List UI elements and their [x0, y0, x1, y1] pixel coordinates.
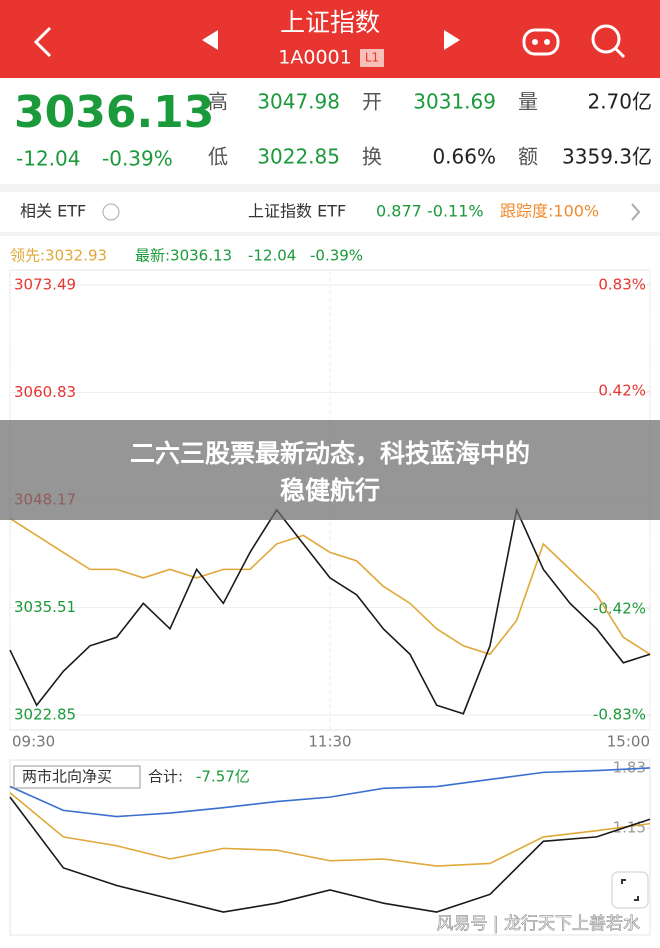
prev-button[interactable]	[202, 30, 218, 50]
price-line	[9, 507, 651, 715]
search-icon[interactable]	[591, 24, 626, 59]
help-icon[interactable]	[102, 203, 120, 221]
field-value: 3047.98	[257, 90, 340, 114]
field-value: 2.70亿	[587, 90, 652, 114]
y-tick-label: 3073.49	[14, 276, 76, 294]
banner	[0, 420, 660, 520]
flow-total: -7.57亿	[196, 768, 250, 786]
change: -12.04	[16, 147, 80, 171]
y2-tick-label: 0.42%	[598, 382, 646, 400]
flow-line	[9, 792, 651, 867]
y2-tick-label: -0.83%	[593, 706, 646, 724]
back-button[interactable]	[33, 26, 52, 58]
field-label: 高	[208, 90, 228, 114]
legend-change: -12.04	[248, 247, 296, 265]
banner-line: 稳健航行	[280, 476, 380, 505]
field-label: 额	[518, 145, 538, 169]
etf-tracking: 跟踪度:100%	[500, 202, 599, 221]
x-tick-label: 11:30	[308, 733, 351, 751]
field-label: 低	[208, 145, 228, 169]
divider	[0, 184, 660, 192]
flow-total-label: 合计:	[148, 768, 183, 786]
expand-icon	[621, 879, 639, 901]
price: 3036.13	[14, 87, 214, 138]
y-tick-label: 3022.85	[14, 706, 76, 724]
x-tick-label: 15:00	[607, 733, 650, 751]
robot-icon[interactable]	[522, 28, 560, 56]
field-value: 3022.85	[257, 145, 340, 169]
y-tick-label: 1.83	[613, 758, 646, 776]
banner-line: 二六三股票最新动态，科技蓝海中的	[130, 439, 530, 468]
level: L1	[365, 51, 379, 65]
field-label: 量	[518, 90, 538, 114]
y-tick-label: 3060.83	[14, 383, 76, 401]
etf-label: 相关 ETF	[20, 202, 86, 221]
stock-code: 1A0001	[278, 47, 351, 69]
y2-tick-label: -0.42%	[593, 599, 646, 617]
legend-change-pct: -0.39%	[310, 247, 363, 265]
flow-line	[9, 767, 651, 818]
plot-frame	[9, 759, 651, 936]
flow-title-box	[13, 765, 141, 789]
field-label: 换	[362, 145, 382, 169]
top-bar	[0, 0, 660, 78]
x-tick-label: 09:30	[12, 733, 55, 751]
flow-line	[9, 796, 651, 913]
watermark: 风易号 | 龙行天下上善若水	[436, 914, 640, 934]
change-pct: -0.39%	[102, 147, 173, 171]
field-value: 3359.3亿	[562, 145, 652, 169]
y2-tick-label: 0.83%	[598, 276, 646, 294]
etf-price: 0.877	[376, 202, 422, 221]
divider	[0, 232, 660, 236]
next-button[interactable]	[444, 30, 460, 50]
price-line	[9, 517, 651, 656]
flow-title: 两市北向净买	[22, 768, 112, 786]
field-value: 0.66%	[432, 145, 496, 169]
field-value: 3031.69	[413, 90, 496, 114]
expand-button[interactable]	[611, 871, 649, 909]
etf-change: -0.11%	[427, 202, 484, 221]
legend-latest: 最新:3036.13	[135, 247, 232, 265]
y-tick-label: 3035.51	[14, 598, 76, 616]
etf-arrow[interactable]	[631, 203, 641, 221]
legend-lead: 领先:3032.93	[10, 247, 107, 265]
field-label: 开	[362, 90, 382, 114]
etf-name: 上证指数 ETF	[248, 202, 346, 221]
stock-title: 上证指数	[280, 8, 380, 37]
level-badge	[360, 49, 384, 67]
